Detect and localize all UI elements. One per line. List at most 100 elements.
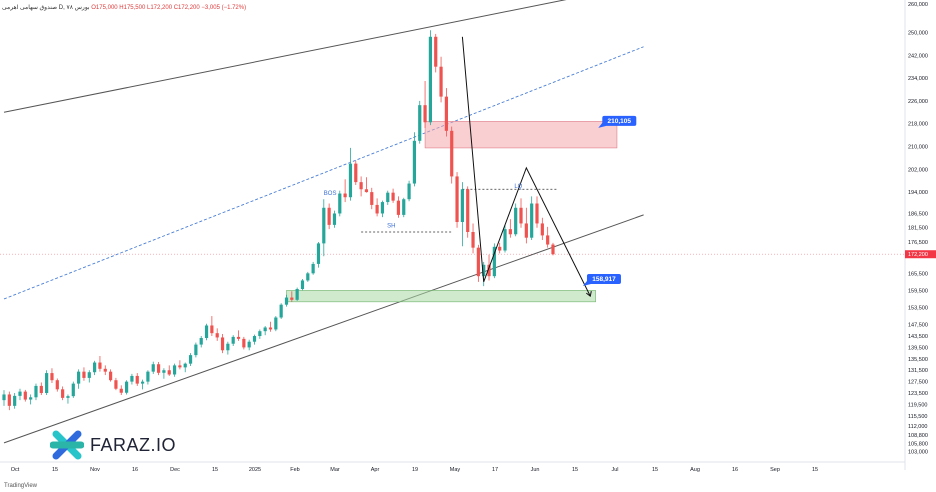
candle-41	[220, 334, 225, 354]
price-tick-label-26: 105,800	[908, 441, 928, 447]
price-tick-label-13: 159,500	[908, 288, 928, 294]
candle-103	[551, 242, 555, 256]
candle-51	[274, 316, 278, 332]
candle-body-77	[412, 140, 417, 184]
candle-13	[71, 381, 75, 398]
candle-body-12	[66, 396, 70, 398]
time-tick-label-11: May	[450, 467, 461, 473]
candle-60	[322, 199, 326, 257]
candle-1	[7, 391, 11, 411]
price-tick-label-1: 250,000	[908, 31, 928, 37]
price-tick-label-24: 112,000	[908, 424, 927, 430]
candle-69	[370, 187, 374, 210]
symbol-name: صندوق سهامی اهرمی D, ۷۸	[2, 5, 73, 11]
candle-87	[466, 186, 470, 238]
candle-body-55	[295, 289, 299, 300]
time-tick-label-17: Aug	[690, 467, 700, 473]
candle-89	[476, 244, 480, 282]
candle-52	[279, 303, 283, 319]
candle-79	[423, 80, 427, 128]
time-tick-label-5: 15	[212, 467, 218, 473]
bos-label: BOS	[324, 191, 337, 197]
supply-zone	[424, 121, 618, 149]
time-tick-label-4: Dec	[170, 467, 180, 473]
candle-97	[519, 198, 523, 228]
time-tick-label-8: Mar	[330, 467, 340, 473]
candle-body-32	[172, 365, 177, 375]
candle-body-18	[98, 362, 102, 369]
candle-body-39	[210, 325, 214, 334]
candle-body-70	[375, 204, 379, 214]
candle-body-98	[524, 223, 528, 238]
candle-body-52	[279, 304, 283, 318]
candle-44	[236, 330, 241, 341]
candle-body-95	[508, 229, 512, 235]
candle-body-15	[82, 371, 86, 378]
time-tick-label-16: 15	[652, 467, 658, 473]
candle-9	[50, 368, 54, 384]
price-tick-label-9: 186,500	[908, 211, 928, 217]
candle-27	[146, 370, 150, 385]
time-tick-label-19: Sep	[770, 467, 780, 473]
candle-body-88	[471, 232, 475, 248]
candle-body-42	[226, 343, 230, 351]
candle-83	[444, 88, 448, 137]
candle-body-51	[274, 317, 278, 330]
candle-body-41	[220, 337, 225, 351]
time-axis: Oct 15 Nov 16 Dec 15 2025 Feb Mar Apr 19 May 17 Jun 15…	[0, 461, 905, 473]
candle-body-14	[77, 371, 81, 384]
candle-85	[455, 172, 459, 228]
candle-99	[530, 196, 534, 240]
candle-body-49	[263, 327, 267, 332]
channel-upper-line	[3, 0, 567, 113]
candle-12	[66, 394, 70, 404]
candle-body-56	[300, 280, 305, 289]
candle-72	[386, 190, 390, 205]
candle-0	[2, 390, 6, 406]
close-value: C172,200	[173, 5, 200, 11]
candle-body-89	[476, 247, 480, 277]
faraz-logo-icon	[50, 430, 84, 460]
target-high-pointer	[598, 122, 607, 128]
candle-body-60	[322, 207, 326, 244]
candle-7	[39, 382, 43, 396]
candle-31	[167, 365, 171, 376]
tradingview-brand[interactable]: TradingView	[4, 483, 38, 489]
candle-62	[332, 210, 337, 228]
candle-body-50	[268, 327, 273, 330]
candle-body-19	[103, 368, 107, 372]
candle-16	[87, 370, 91, 383]
candle-body-67	[359, 182, 363, 190]
candle-body-23	[124, 381, 129, 393]
candle-40	[215, 328, 219, 341]
price-tick-label-19: 131,500	[908, 368, 928, 374]
candle-55	[295, 287, 299, 301]
candle-54	[290, 291, 294, 302]
candle-5	[29, 394, 33, 405]
price-tick-label-25: 108,800	[908, 433, 928, 439]
candle-body-8	[45, 373, 49, 394]
candle-76	[407, 180, 411, 202]
candle-body-10	[55, 380, 59, 390]
candle-body-86	[460, 189, 464, 223]
candle-73	[391, 188, 395, 203]
price-tick-label-8: 194,000	[908, 190, 928, 196]
candle-95	[508, 219, 512, 238]
candle-33	[178, 360, 182, 370]
candle-body-91	[487, 264, 491, 277]
candle-body-74	[396, 200, 401, 215]
last-price-label: 172,200	[908, 252, 928, 258]
candle-64	[343, 179, 347, 203]
candle-84	[450, 126, 454, 184]
exchange-name: بورس	[74, 5, 90, 11]
candle-body-58	[311, 263, 315, 274]
time-tick-label-3: 16	[132, 467, 138, 473]
candle-90	[482, 261, 486, 287]
candle-body-96	[514, 207, 518, 235]
candle-96	[514, 203, 518, 237]
candle-body-72	[386, 192, 390, 203]
price-tick-label-15: 147,500	[908, 323, 928, 329]
price-tick-label-21: 123,500	[908, 391, 928, 397]
price-tick-label-3: 234,000	[908, 76, 928, 82]
